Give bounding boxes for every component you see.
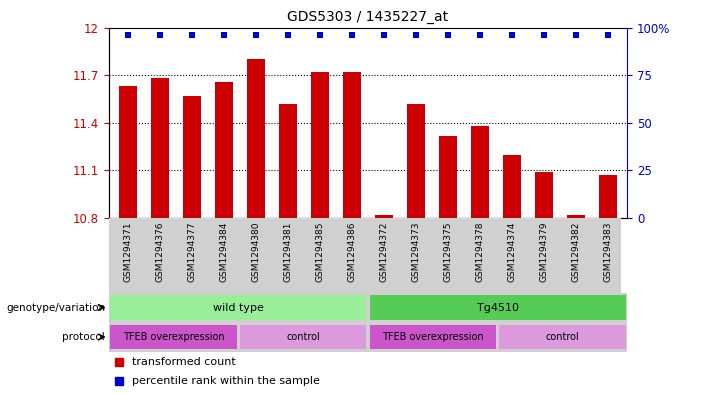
Text: GSM1294382: GSM1294382 bbox=[571, 222, 580, 282]
Text: wild type: wild type bbox=[213, 303, 264, 312]
Bar bbox=[369, 325, 496, 349]
Text: percentile rank within the sample: percentile rank within the sample bbox=[132, 376, 320, 386]
Bar bbox=[247, 59, 265, 218]
Text: control: control bbox=[286, 332, 320, 342]
Text: Tg4510: Tg4510 bbox=[477, 303, 519, 312]
Bar bbox=[240, 325, 367, 349]
Text: GSM1294374: GSM1294374 bbox=[508, 222, 517, 282]
Title: GDS5303 / 1435227_at: GDS5303 / 1435227_at bbox=[287, 10, 449, 24]
Text: GSM1294386: GSM1294386 bbox=[348, 222, 357, 282]
Text: control: control bbox=[545, 332, 580, 342]
Bar bbox=[499, 325, 626, 349]
Text: GSM1294385: GSM1294385 bbox=[315, 222, 325, 282]
Bar bbox=[215, 81, 233, 218]
Bar bbox=[183, 96, 200, 218]
Bar bbox=[369, 295, 626, 320]
Bar bbox=[151, 78, 169, 218]
Text: GSM1294379: GSM1294379 bbox=[540, 222, 549, 282]
Text: genotype/variation: genotype/variation bbox=[6, 303, 105, 312]
Bar bbox=[119, 86, 137, 218]
Bar bbox=[110, 295, 367, 320]
Bar bbox=[343, 72, 361, 218]
Text: GSM1294384: GSM1294384 bbox=[219, 222, 229, 282]
Text: GSM1294372: GSM1294372 bbox=[379, 222, 388, 282]
Text: transformed count: transformed count bbox=[132, 357, 236, 367]
Bar bbox=[110, 325, 237, 349]
Text: GSM1294376: GSM1294376 bbox=[156, 222, 165, 282]
Bar bbox=[567, 215, 585, 218]
Text: GSM1294378: GSM1294378 bbox=[475, 222, 484, 282]
Text: GSM1294371: GSM1294371 bbox=[123, 222, 132, 282]
Text: TFEB overexpression: TFEB overexpression bbox=[123, 332, 224, 342]
Text: GSM1294381: GSM1294381 bbox=[283, 222, 292, 282]
Bar bbox=[503, 154, 521, 218]
Bar bbox=[599, 175, 617, 218]
Bar bbox=[471, 126, 489, 218]
Bar bbox=[311, 72, 329, 218]
Bar bbox=[536, 172, 553, 218]
Text: protocol: protocol bbox=[62, 332, 105, 342]
Text: GSM1294383: GSM1294383 bbox=[604, 222, 613, 282]
Bar bbox=[440, 136, 457, 218]
Text: GSM1294380: GSM1294380 bbox=[252, 222, 261, 282]
Bar bbox=[375, 215, 393, 218]
Text: GSM1294377: GSM1294377 bbox=[187, 222, 196, 282]
Text: TFEB overexpression: TFEB overexpression bbox=[382, 332, 484, 342]
Bar bbox=[407, 104, 425, 218]
Text: GSM1294373: GSM1294373 bbox=[411, 222, 421, 282]
Bar bbox=[279, 104, 297, 218]
Text: GSM1294375: GSM1294375 bbox=[444, 222, 453, 282]
